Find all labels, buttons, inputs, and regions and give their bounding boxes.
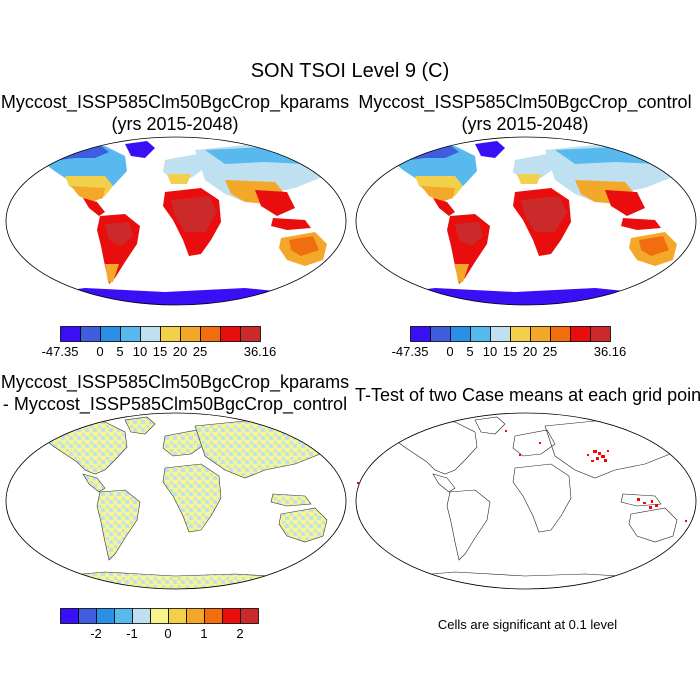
colorbar-swatch <box>80 326 101 342</box>
map-border <box>5 412 347 590</box>
panel-2-title-line-1: Myccost_ISSP585Clm50BgcCrop_control <box>358 92 692 112</box>
colorbar-tick-label: 20 <box>522 344 538 359</box>
colorbar-swatch <box>510 326 531 342</box>
difference-colorbar: -2 -1 0 1 2 <box>60 608 259 641</box>
colorbar-tick-label: 15 <box>152 344 168 359</box>
colorbar-tick-label: 5 <box>116 344 124 359</box>
colorbar-swatch <box>470 326 491 342</box>
colorbar-swatch <box>132 608 151 624</box>
difference-map <box>5 412 347 590</box>
colorbar-swatch <box>570 326 591 342</box>
colorbar-tick-label: -1 <box>126 626 138 641</box>
control-land <box>365 141 685 305</box>
colorbar-swatch <box>114 608 133 624</box>
map-border <box>5 136 347 306</box>
colorbar-tick-label: -2 <box>90 626 102 641</box>
colorbar-swatch <box>590 326 611 342</box>
colorbar-tick-label: 5 <box>466 344 474 359</box>
colorbar-swatch <box>222 608 241 624</box>
colorbar-swatch <box>240 608 259 624</box>
colorbar-swatch <box>78 608 97 624</box>
colorbar-swatch <box>120 326 141 342</box>
colorbar-swatch <box>530 326 551 342</box>
colorbar-tick-label: 0 <box>164 626 172 641</box>
map-border <box>355 136 697 306</box>
colorbar-swatch <box>168 608 187 624</box>
colorbar-tick-label: 25 <box>192 344 208 359</box>
significance-note: Cells are significant at 0.1 level <box>437 617 618 632</box>
panel-4-title: T-Test of two Case means at each grid po… <box>355 384 700 406</box>
panel-3-title-line-1: Myccost_ISSP585Clm50BgcCrop_kparams <box>0 372 350 392</box>
colorbar-swatch <box>430 326 451 342</box>
significant-cells <box>357 430 687 522</box>
colorbar-swatch <box>160 326 181 342</box>
colorbar-tick-label: 15 <box>502 344 518 359</box>
colorbar-swatch <box>180 326 201 342</box>
panel-2-title: Myccost_ISSP585Clm50BgcCrop_control (yrs… <box>350 91 700 135</box>
panel-1-title: Myccost_ISSP585Clm50BgcCrop_kparams (yrs… <box>0 91 350 135</box>
panel-2-title-line-2: (yrs 2015-2048) <box>461 114 589 134</box>
control-colorbar: -47.35 0 5 10 15 20 25 36.16 <box>392 326 626 359</box>
colorbar-tick-label: -47.35 <box>391 344 429 359</box>
panel-4-title-line-1: T-Test of two Case means at each grid po… <box>355 385 700 405</box>
colorbar-swatch <box>490 326 511 342</box>
colorbar-swatch <box>140 326 161 342</box>
colorbar-tick-label: 1 <box>200 626 208 641</box>
colorbar-swatch <box>96 608 115 624</box>
colorbar-swatch <box>220 326 241 342</box>
difference-land <box>24 416 336 589</box>
colorbar-swatch <box>204 608 223 624</box>
colorbar-tick-label: -47.35 <box>41 344 79 359</box>
colorbar-tick-label: 36.16 <box>243 344 277 359</box>
colorbar-tick-label: 10 <box>482 344 498 359</box>
colorbar-swatch <box>410 326 431 342</box>
colorbar-swatch <box>60 326 81 342</box>
colorbar-tick-label: 25 <box>542 344 558 359</box>
colorbar-swatch <box>240 326 261 342</box>
colorbar-tick-label: 2 <box>236 626 244 641</box>
control-map <box>355 136 697 306</box>
colorbar-swatch <box>150 608 169 624</box>
colorbar-tick-label: 0 <box>446 344 454 359</box>
ttest-map <box>355 412 697 590</box>
panel-3-title-line-2: - Myccost_ISSP585Clm50BgcCrop_control <box>2 394 348 414</box>
panel-1-title-line-2: (yrs 2015-2048) <box>111 114 239 134</box>
colorbar-tick-label: 0 <box>96 344 104 359</box>
ttest-coastlines <box>374 416 686 589</box>
panel-1-title-line-1: Myccost_ISSP585Clm50BgcCrop_kparams <box>0 92 350 112</box>
colorbar-swatch <box>186 608 205 624</box>
colorbar-tick-label: 10 <box>132 344 148 359</box>
map-border <box>355 412 697 590</box>
kparams-map <box>5 136 347 306</box>
kparams-land <box>15 141 335 305</box>
colorbar-swatch <box>450 326 471 342</box>
colorbar-swatch <box>100 326 121 342</box>
kparams-colorbar: -47.35 0 5 10 15 20 25 36.16 <box>42 326 276 359</box>
colorbar-tick-label: 36.16 <box>593 344 627 359</box>
colorbar-swatch <box>550 326 571 342</box>
colorbar-swatch <box>60 608 79 624</box>
colorbar-tick-label: 20 <box>172 344 188 359</box>
colorbar-swatch <box>200 326 221 342</box>
panel-3-title: Myccost_ISSP585Clm50BgcCrop_kparams - My… <box>0 371 350 415</box>
figure-title: SON TSOI Level 9 (C) <box>250 60 450 82</box>
